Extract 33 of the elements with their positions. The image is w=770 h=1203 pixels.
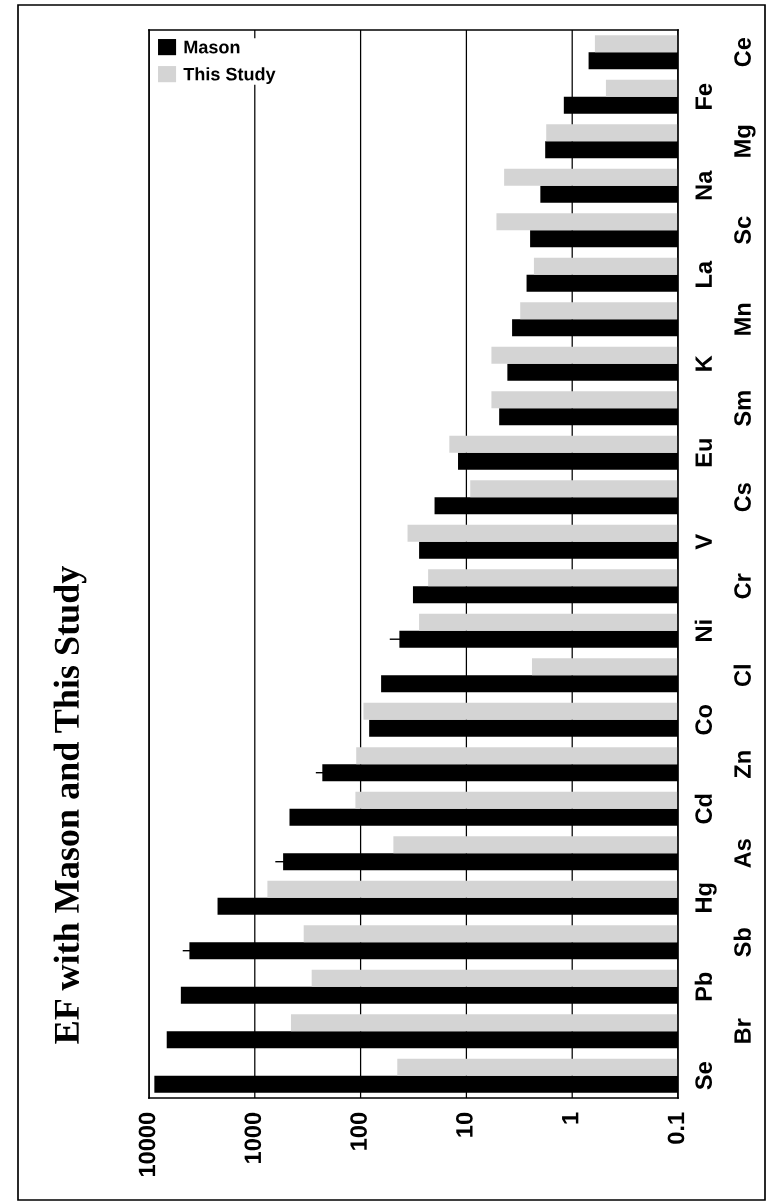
y-tick-label: Mg — [734, 125, 756, 157]
y-tick-label: Na — [695, 170, 713, 200]
x-tick-label: 0.1 — [667, 1112, 685, 1144]
x-tick-label: 10000 — [138, 1112, 156, 1177]
y-tick-label: Br — [734, 1018, 751, 1043]
y-tick-label: Cr — [734, 573, 751, 599]
y-tick-label: Sm — [734, 391, 751, 426]
y-tick-label: Ce — [734, 37, 751, 67]
y-tick-label: Co — [695, 704, 713, 735]
y-tick-label: Mn — [734, 303, 751, 335]
y-tick-label: Pb — [694, 972, 713, 1001]
x-tick-label: 100 — [350, 1112, 367, 1150]
legend-label: This Study — [183, 67, 276, 85]
x-tick-label: 1000 — [244, 1112, 262, 1163]
y-tick-label: Sb — [733, 928, 751, 957]
y-tick-label: V — [695, 534, 712, 550]
y-tick-label: As — [734, 839, 751, 868]
y-tick-label: Zn — [734, 751, 751, 778]
y-tick-label: Cs — [734, 483, 751, 512]
y-tick-label: Eu — [695, 439, 713, 467]
y-tick-label: Cd — [694, 794, 713, 824]
y-tick-label: Ni — [694, 620, 712, 641]
y-tick-label: Sc — [734, 216, 751, 245]
y-tick-label: Cl — [733, 665, 751, 687]
y-tick-label: La — [695, 260, 713, 287]
y-tick-label: Hg — [695, 883, 717, 912]
y-tick-label: Fe — [695, 83, 713, 109]
y-tick-label: Se — [695, 1062, 713, 1090]
x-tick-label: 10 — [456, 1112, 473, 1137]
text: EF with Mason and This Study — [53, 566, 87, 1044]
x-tick-label: 1 — [562, 1112, 579, 1124]
y-tick-label: K — [695, 355, 712, 371]
legend-label: Mason — [184, 40, 240, 54]
